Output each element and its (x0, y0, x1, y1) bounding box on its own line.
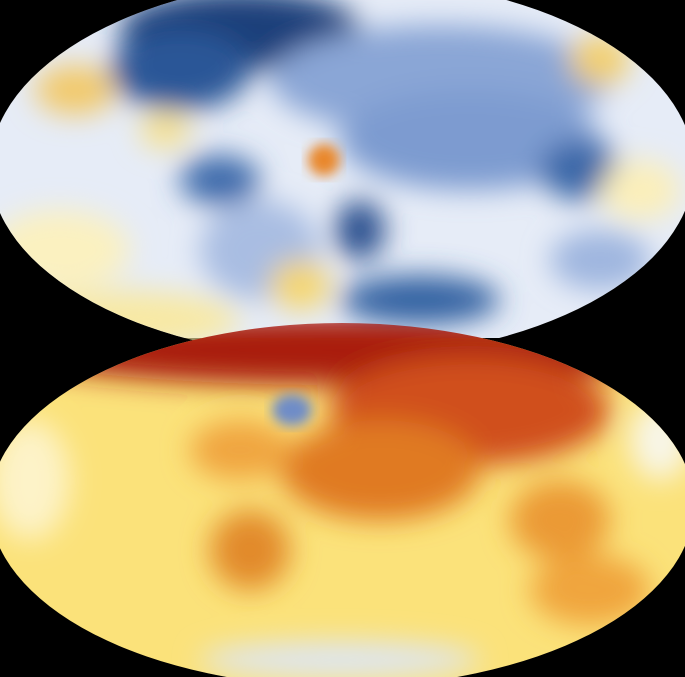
cold-year-map (0, 0, 685, 350)
